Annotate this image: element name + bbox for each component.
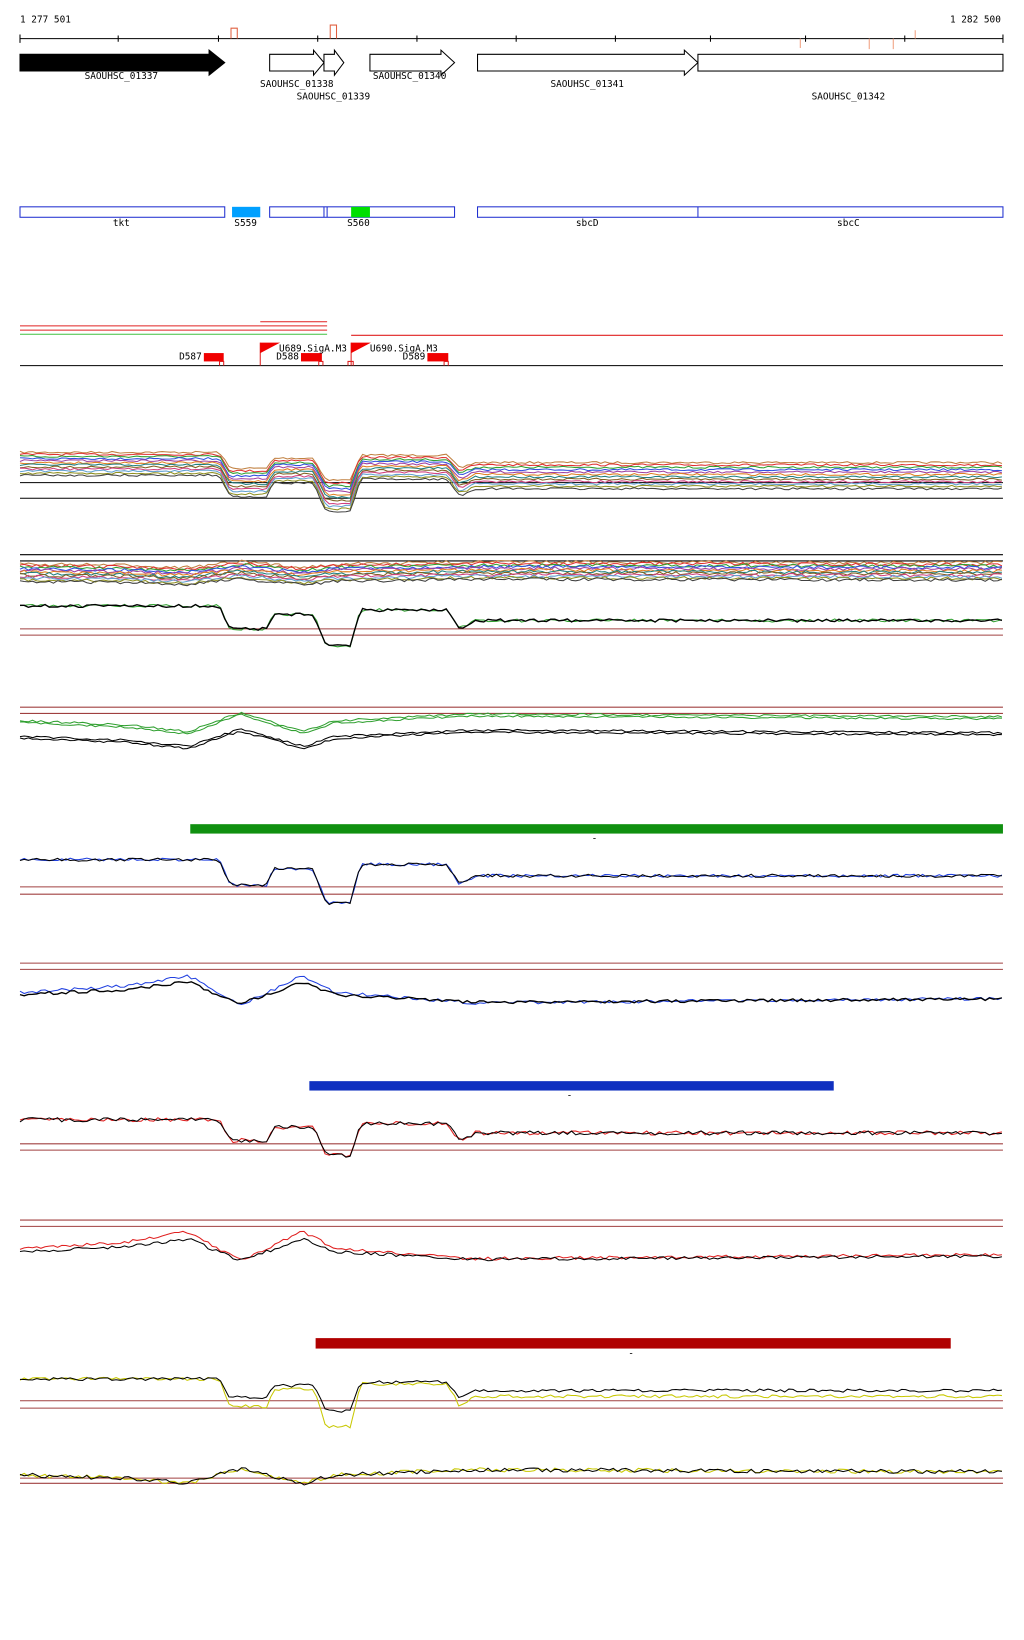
marker: -: [628, 1348, 634, 1359]
trace: [19, 450, 1003, 482]
trace: [19, 467, 1003, 505]
ruler-start: 1 277 501: [20, 14, 71, 25]
feature-box: [232, 206, 261, 218]
trace: [19, 1467, 1002, 1486]
trace: [19, 1376, 1002, 1429]
gene-arrow: [477, 48, 699, 77]
feature-box: [19, 206, 226, 218]
gene-label: SAOUHSC_01340: [373, 71, 447, 82]
trace: [19, 1230, 1002, 1261]
block: [203, 353, 224, 362]
trace: [19, 603, 1003, 648]
marker: -: [592, 833, 598, 844]
feature-label: S559: [234, 218, 257, 229]
gene-label: SAOUHSC_01338: [260, 79, 334, 90]
feature-label: sbcD: [576, 218, 599, 229]
transcripts: [19, 321, 1003, 367]
trace: [19, 469, 1002, 508]
ruler-end: 1 282 500: [950, 14, 1001, 25]
gene-arrow: [369, 48, 456, 77]
trace: [19, 728, 1003, 747]
traces: [19, 450, 1003, 1486]
trace: [19, 711, 1003, 733]
gene-label: SAOUHSC_01339: [297, 92, 371, 103]
transcript-label: D589: [403, 352, 426, 363]
trace: [19, 461, 1002, 496]
trace: [19, 1376, 1002, 1413]
trace: [19, 577, 1003, 587]
transcript-label: D587: [179, 352, 202, 363]
transcript-label: U690.SigA.M3: [370, 343, 438, 354]
trace: [19, 456, 1002, 491]
trace: [19, 1117, 1002, 1158]
genes: [19, 48, 1004, 77]
trace: [19, 459, 1003, 494]
condition-bar: [315, 1338, 951, 1349]
transcript-label: D588: [276, 352, 299, 363]
trace: [19, 572, 1002, 582]
trace: [19, 857, 1003, 905]
trace: [19, 452, 1002, 485]
trace: [19, 454, 1003, 488]
features: [19, 206, 1004, 218]
trace: [19, 1467, 1002, 1485]
gene-arrow: [269, 48, 325, 77]
gene-box: [697, 53, 1004, 72]
trace: [19, 857, 1002, 906]
feature-label: S560: [347, 218, 370, 229]
gene-label: SAOUHSC_01337: [85, 71, 158, 82]
trace: [19, 981, 1003, 1005]
flag: [351, 342, 371, 354]
trace: [19, 471, 1002, 511]
trace: [19, 1117, 1003, 1158]
feature-label: tkt: [113, 218, 130, 229]
ruler: [19, 24, 1004, 50]
gene-arrow: [323, 48, 345, 77]
feature-box: [351, 206, 370, 218]
transcript-label: U689.SigA.M3: [279, 343, 347, 354]
trace: [19, 569, 1002, 579]
marker: -: [567, 1090, 573, 1101]
trace: [19, 730, 1002, 750]
trace: [19, 463, 1002, 499]
feature-label: sbcC: [837, 218, 860, 229]
ruler-ticks: [19, 34, 1004, 43]
ruler-marks: [799, 30, 916, 50]
block-marks: [218, 360, 449, 366]
trace: [19, 566, 1003, 575]
gene-label: SAOUHSC_01342: [812, 92, 886, 103]
gene-label: SAOUHSC_01341: [550, 79, 624, 90]
trace: [19, 559, 1002, 570]
condition-bar: [309, 1081, 834, 1091]
block: [300, 353, 322, 362]
trace: [19, 473, 1003, 513]
feature-box: [477, 206, 1004, 218]
block: [427, 353, 449, 362]
ruler-marks: [230, 24, 338, 39]
trace: [19, 575, 1003, 585]
trace: [19, 1237, 1003, 1262]
condition-bar: [190, 824, 1003, 834]
trace: [19, 465, 1002, 502]
trace: [19, 603, 1003, 647]
trace: [19, 713, 1002, 735]
gene-arrow: [19, 49, 226, 77]
